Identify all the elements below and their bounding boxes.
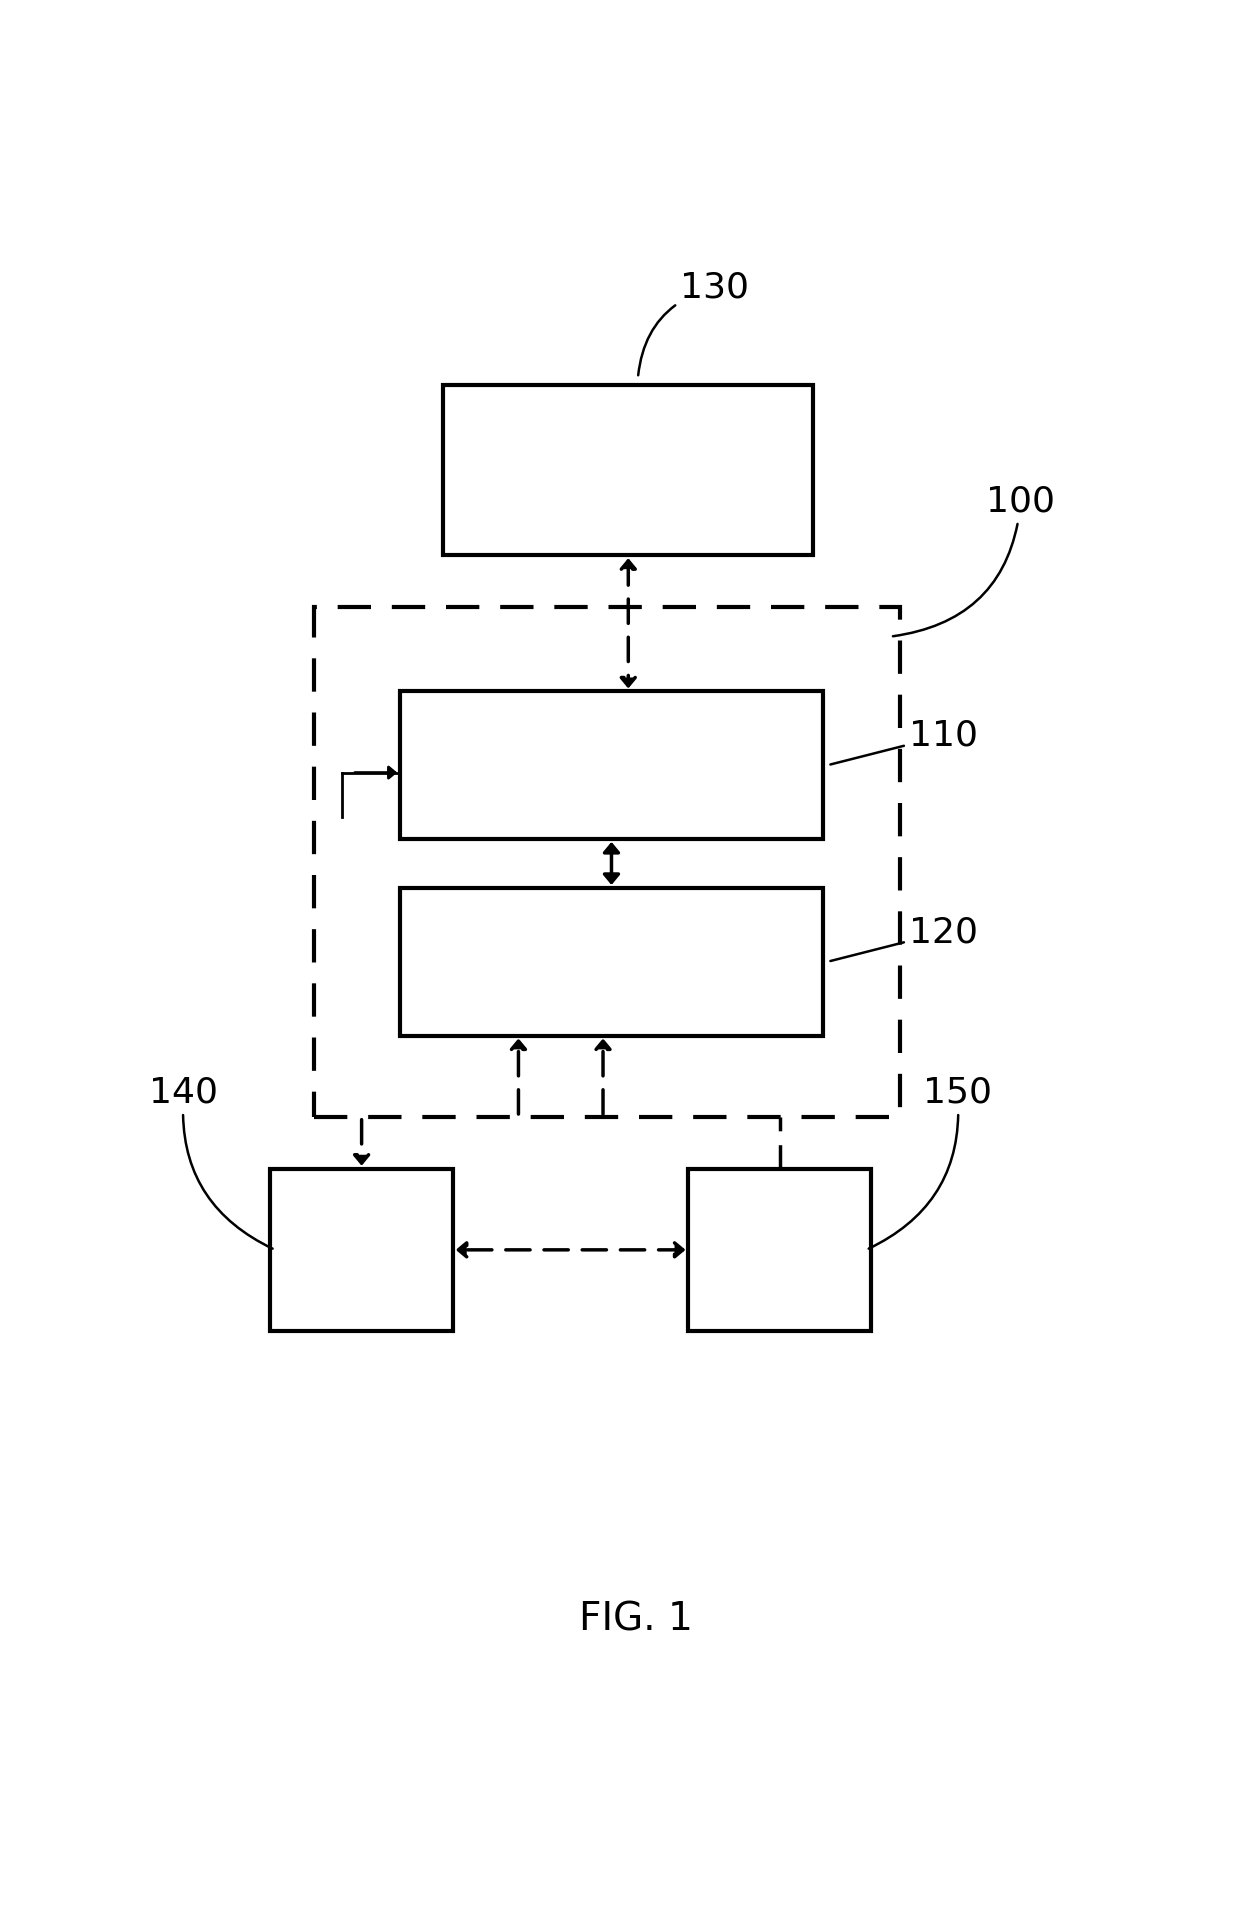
Bar: [270, 1169, 453, 1332]
Text: 120: 120: [831, 915, 978, 961]
Text: 130: 130: [639, 271, 749, 376]
Text: FIG. 1: FIG. 1: [579, 1600, 692, 1639]
Text: 110: 110: [831, 718, 978, 764]
Bar: [314, 606, 900, 1117]
Bar: [688, 1169, 870, 1332]
Text: 150: 150: [869, 1075, 992, 1249]
Text: 140: 140: [149, 1075, 273, 1249]
Bar: [401, 691, 823, 839]
Text: 100: 100: [893, 484, 1055, 637]
Bar: [444, 386, 813, 555]
Bar: [401, 888, 823, 1036]
